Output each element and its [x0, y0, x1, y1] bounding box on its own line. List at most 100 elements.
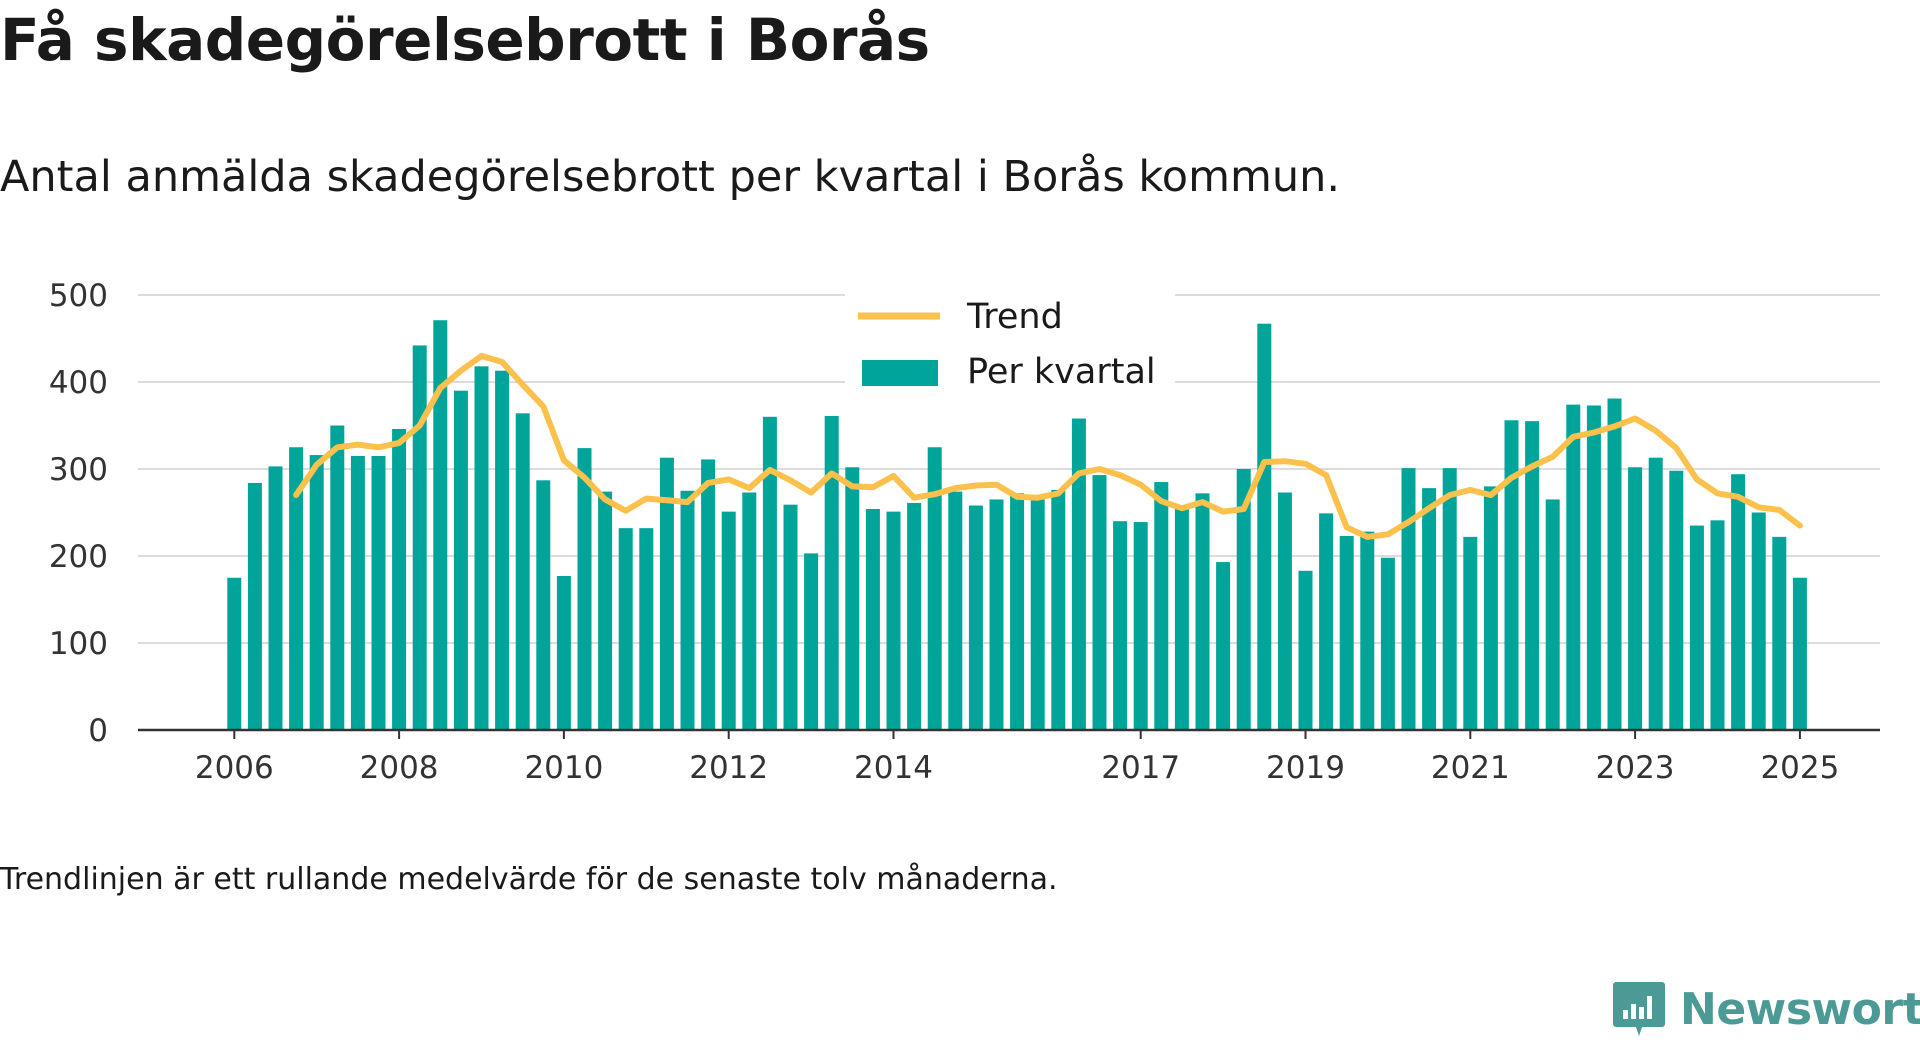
- bar: [1092, 475, 1107, 730]
- chart-area: 0 100 200 300 400 500 2006 2008 2010 2012 2014 201…: [49, 278, 1880, 786]
- y-tick-label: 200: [49, 539, 108, 575]
- bar: [1628, 467, 1643, 730]
- x-tick-label: 2010: [524, 750, 603, 786]
- bar: [247, 482, 262, 730]
- bar: [309, 455, 324, 730]
- x-tick-label: 2019: [1266, 750, 1345, 786]
- bar: [742, 492, 757, 730]
- bar: [1463, 536, 1478, 730]
- bar: [1298, 570, 1313, 730]
- y-tick-label: 300: [49, 452, 108, 488]
- bar: [721, 511, 736, 730]
- x-tick-label: 2023: [1596, 750, 1675, 786]
- bar: [577, 448, 592, 730]
- bar: [907, 502, 922, 730]
- bar: [1195, 493, 1210, 730]
- bar: [1710, 520, 1725, 730]
- bar: [1236, 469, 1251, 730]
- bar: [515, 413, 530, 730]
- bar-series: [227, 320, 1807, 730]
- bar: [433, 320, 448, 730]
- newsworthy-logo-text: Newsworthy: [1680, 983, 1920, 1035]
- bar: [227, 577, 242, 730]
- bar: [639, 528, 654, 730]
- bar: [371, 455, 386, 730]
- bar: [1401, 468, 1416, 730]
- bar: [1689, 525, 1704, 730]
- bar: [289, 447, 304, 730]
- bar: [474, 366, 489, 730]
- bar: [1648, 457, 1663, 730]
- bar: [1010, 493, 1025, 730]
- bar: [680, 490, 695, 730]
- bar: [1133, 522, 1148, 730]
- x-tick-label: 2006: [195, 750, 274, 786]
- bar: [1277, 492, 1292, 730]
- bar: [1607, 398, 1622, 730]
- bar: [495, 370, 510, 730]
- bar: [1504, 420, 1519, 730]
- bar: [1360, 531, 1375, 730]
- legend-swatch-bars: [862, 360, 938, 386]
- bar: [350, 455, 365, 730]
- bar: [948, 491, 963, 730]
- x-tick-label: 2012: [689, 750, 768, 786]
- bar: [824, 415, 839, 730]
- bar: [865, 509, 880, 730]
- legend-background: [845, 292, 1175, 412]
- bar: [1030, 496, 1045, 730]
- legend: Trend Per kvartal: [845, 292, 1175, 412]
- bar: [1257, 323, 1272, 730]
- bar: [1669, 470, 1684, 730]
- chart-title: Få skadegörelsebrott i Borås: [0, 6, 930, 74]
- x-tick-label: 2017: [1101, 750, 1180, 786]
- bar: [1319, 513, 1334, 730]
- bar: [1545, 499, 1560, 730]
- bar: [659, 457, 674, 730]
- bar: [1216, 562, 1231, 730]
- bar: [927, 447, 942, 730]
- bar: [1751, 512, 1766, 730]
- bar: [762, 416, 777, 730]
- bar: [701, 459, 716, 730]
- legend-label-trend: Trend: [966, 297, 1063, 337]
- bar: [1525, 421, 1540, 730]
- bar: [1051, 489, 1066, 730]
- trend-series: [293, 352, 1803, 540]
- legend-label-bars: Per kvartal: [967, 352, 1156, 392]
- y-tick-label: 400: [49, 365, 108, 401]
- y-tick-label: 0: [88, 713, 108, 749]
- bar: [886, 511, 901, 730]
- chart-subtitle: Antal anmälda skadegörelsebrott per kvar…: [0, 152, 1341, 202]
- bar: [1339, 535, 1354, 730]
- footnote: Trendlinjen är ett rullande medelvärde f…: [0, 862, 1058, 897]
- x-tick-label: 2021: [1431, 750, 1510, 786]
- x-axis-ticks: 2006 2008 2010 2012 2014 2017 2019 2021 2023 2025: [195, 730, 1839, 786]
- x-tick-label: 2014: [854, 750, 933, 786]
- bar: [392, 428, 407, 730]
- newsworthy-logo: Newsworthy: [1612, 980, 1920, 1038]
- x-tick-label: 2008: [360, 750, 439, 786]
- x-tick-label: 2025: [1760, 750, 1839, 786]
- bar: [1174, 507, 1189, 730]
- newsworthy-logo-icon: [1613, 982, 1665, 1036]
- bar: [1380, 557, 1395, 730]
- bar: [453, 390, 468, 730]
- bar: [1586, 405, 1601, 730]
- bar: [1422, 488, 1437, 730]
- bar: [1792, 577, 1807, 730]
- bar: [1483, 486, 1498, 730]
- bar: [598, 491, 613, 730]
- bar: [1113, 521, 1128, 730]
- bar: [1071, 418, 1086, 730]
- bar: [536, 480, 551, 730]
- bar: [330, 425, 345, 730]
- trend-line: [293, 352, 1803, 540]
- y-axis-ticks: 0 100 200 300 400 500: [49, 278, 108, 749]
- bar: [268, 466, 283, 730]
- bar: [989, 499, 1004, 730]
- y-tick-label: 100: [49, 626, 108, 662]
- bar: [412, 345, 427, 730]
- bar: [1442, 468, 1457, 730]
- y-tick-label: 500: [49, 278, 108, 314]
